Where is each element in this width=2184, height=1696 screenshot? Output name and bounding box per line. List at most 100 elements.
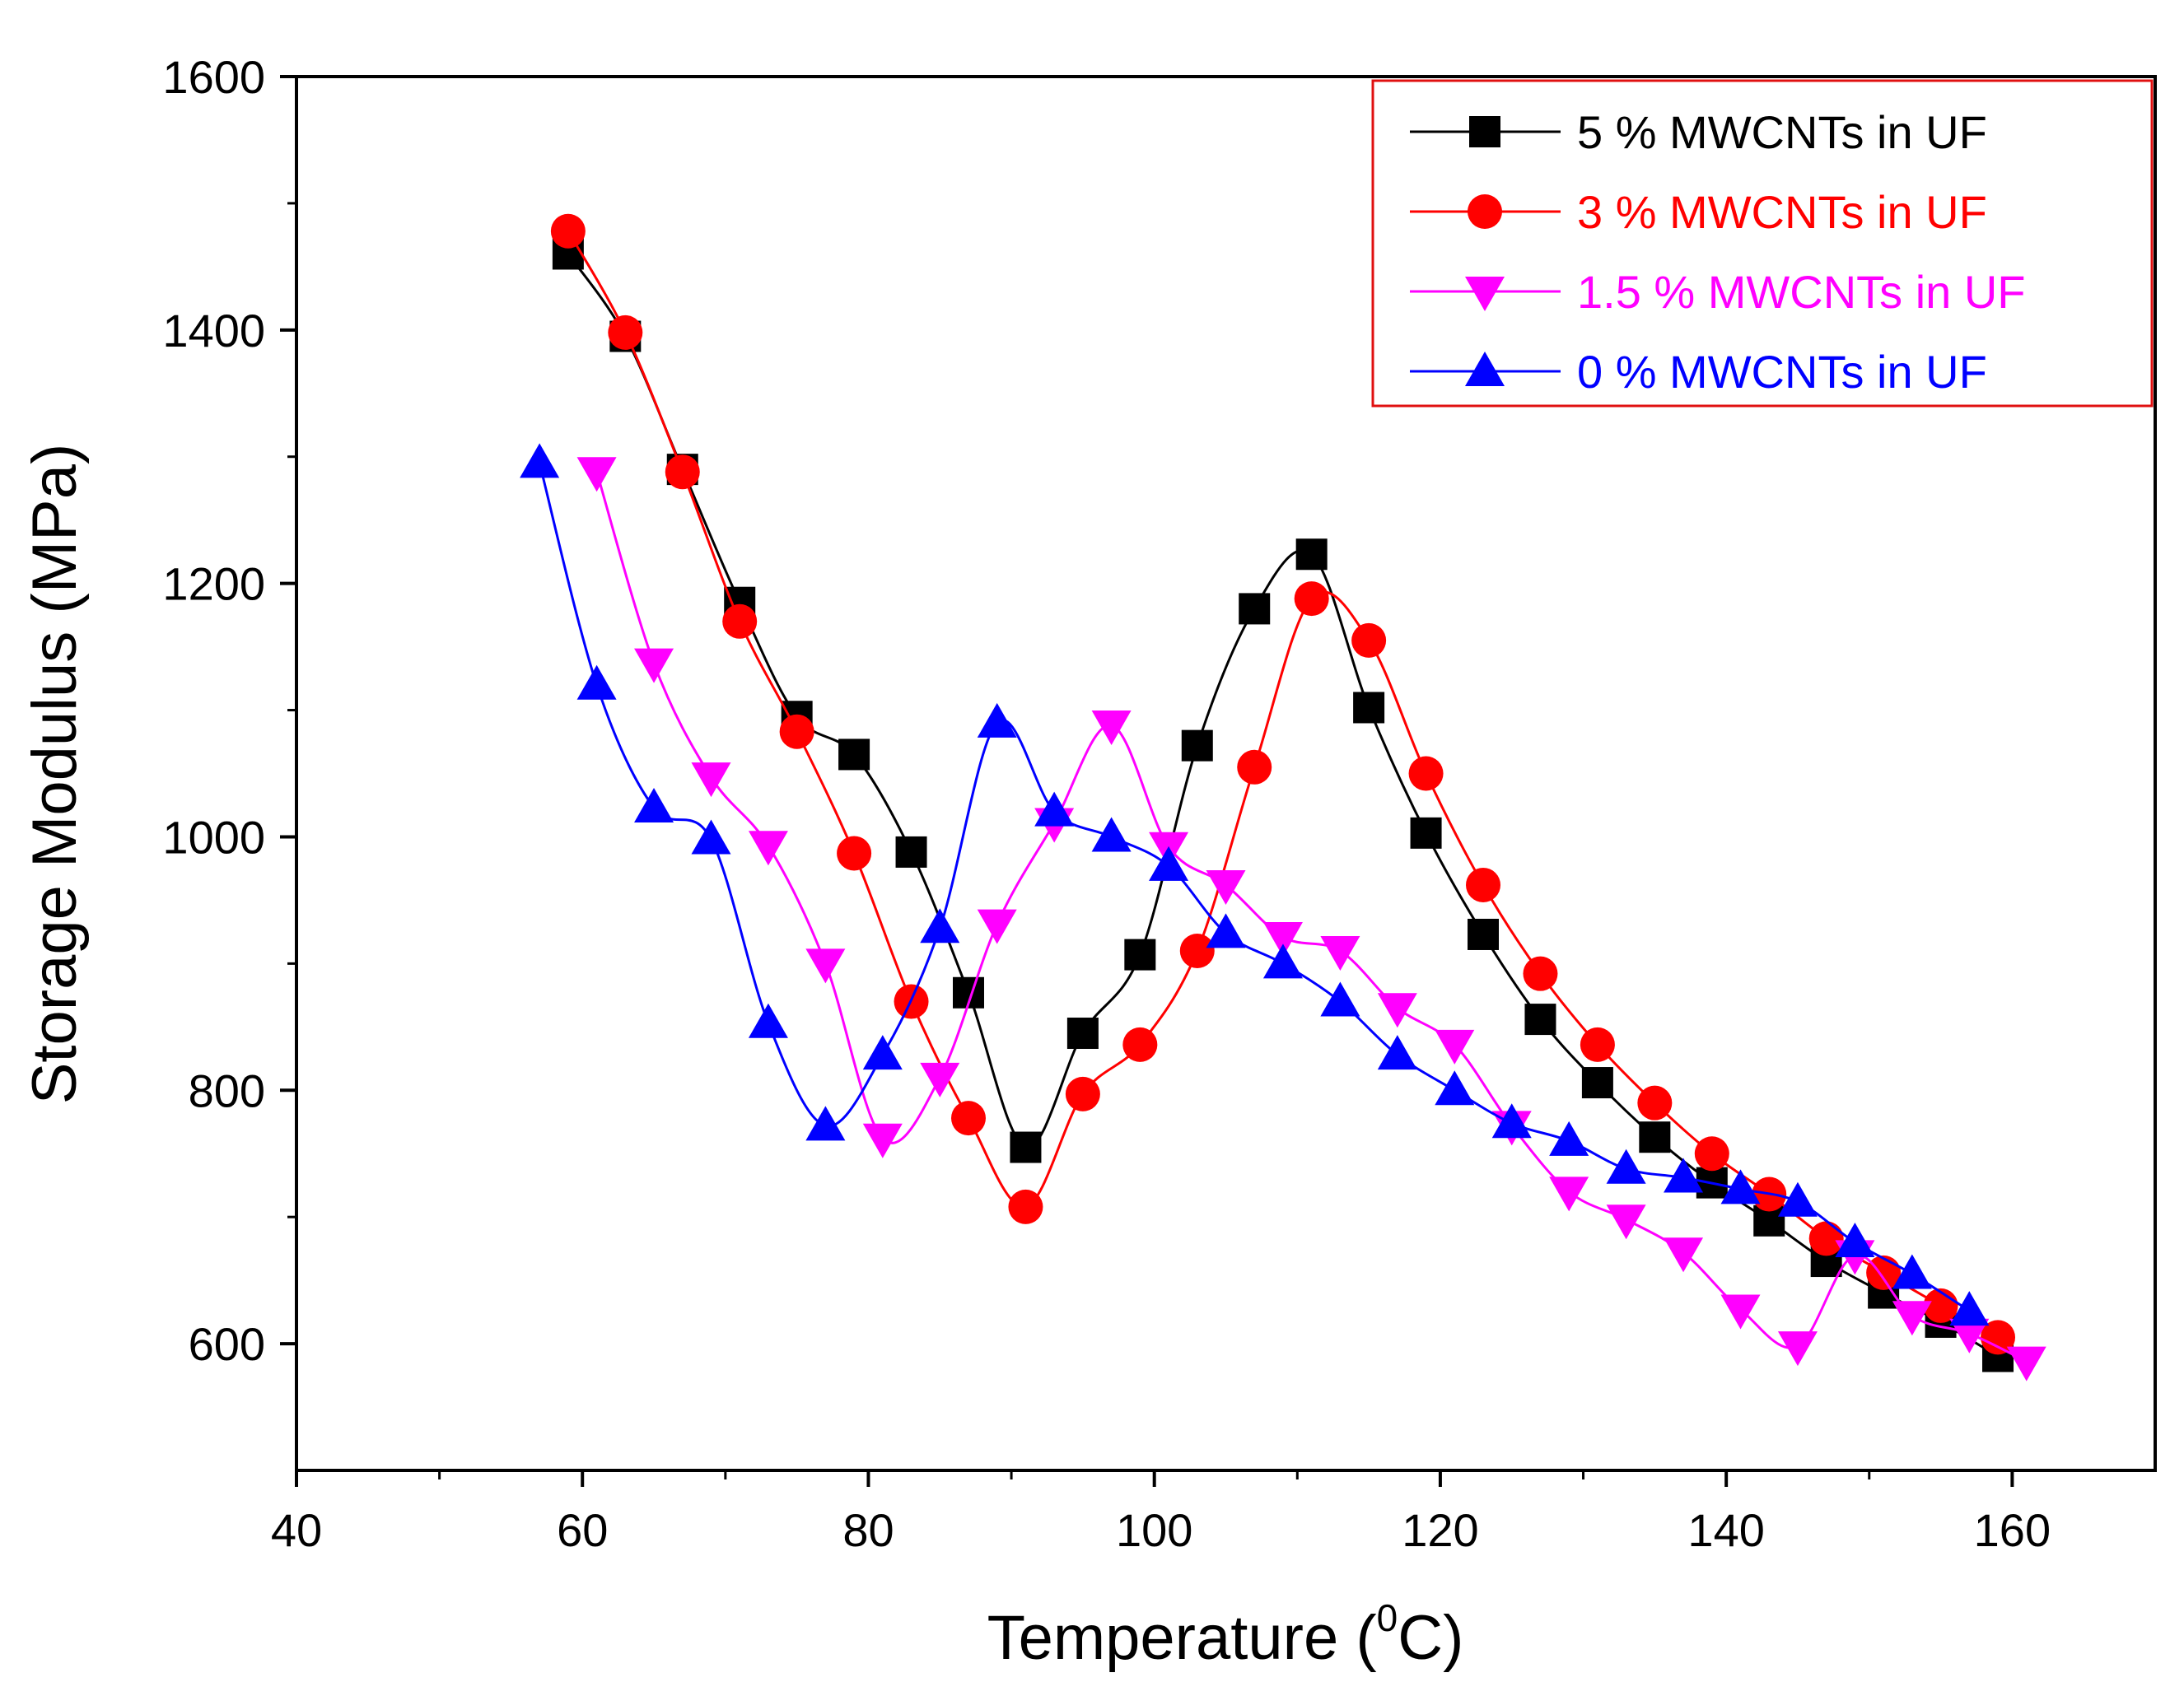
data-point-0pct bbox=[1549, 1121, 1589, 1156]
legend-box bbox=[1371, 79, 2154, 408]
legend-label-3pct: 3 % MWCNTs in UF bbox=[1577, 186, 1987, 238]
x-axis-title: Temperature (0C) bbox=[987, 1596, 1464, 1673]
data-point-0pct bbox=[920, 908, 960, 944]
data-point-0pct bbox=[691, 819, 731, 855]
data-point-3pct bbox=[1637, 1085, 1673, 1121]
x-axis-title-main: Temperature ( bbox=[987, 1603, 1377, 1673]
data-point-0pct bbox=[576, 664, 617, 700]
legend-marker-1-5pct bbox=[1465, 277, 1505, 311]
data-point-0pct bbox=[1034, 791, 1075, 827]
y-tick-label: 1000 bbox=[162, 811, 265, 863]
data-point-5pct bbox=[1524, 1004, 1556, 1036]
data-point-0pct bbox=[1892, 1254, 1932, 1289]
data-point-0pct bbox=[1149, 846, 1189, 881]
x-tick-label: 80 bbox=[842, 1504, 894, 1556]
data-point-0pct bbox=[1262, 944, 1303, 979]
data-point-5pct bbox=[1239, 593, 1271, 625]
data-point-1-5pct bbox=[576, 457, 617, 492]
x-axis-title-superscript: 0 bbox=[1377, 1596, 1398, 1639]
x-tick-label: 160 bbox=[1974, 1504, 2051, 1556]
data-point-3pct bbox=[665, 454, 700, 490]
data-point-5pct bbox=[895, 836, 927, 868]
data-point-0pct bbox=[748, 1003, 788, 1038]
plot-frame bbox=[295, 75, 2157, 1472]
data-point-1-5pct bbox=[1777, 1331, 1818, 1367]
data-point-1-5pct bbox=[634, 648, 674, 683]
data-point-0pct bbox=[1377, 1035, 1417, 1070]
data-point-0pct bbox=[520, 443, 560, 478]
data-point-0pct bbox=[977, 702, 1017, 738]
y-tick-label: 1400 bbox=[162, 305, 265, 356]
y-axis-title: Storage Modulus (MPa) bbox=[20, 444, 90, 1105]
data-point-3pct bbox=[1294, 581, 1329, 617]
data-point-3pct bbox=[1237, 749, 1272, 785]
data-point-1-5pct bbox=[1949, 1318, 1990, 1354]
data-point-0pct bbox=[1491, 1103, 1532, 1139]
data-point-3pct bbox=[1808, 1221, 1844, 1256]
data-point-5pct bbox=[1066, 1018, 1099, 1050]
data-point-5pct bbox=[1295, 538, 1328, 571]
series-0pct bbox=[520, 443, 1990, 1326]
data-point-1-5pct bbox=[1720, 1294, 1761, 1330]
axis-ticks: 40 60 80 100 120 140 160 600 800 1000 1200 1400 1600 bbox=[162, 51, 2051, 1556]
data-point-3pct bbox=[1008, 1189, 1043, 1224]
y-tick-label: 600 bbox=[189, 1318, 265, 1370]
data-point-3pct bbox=[779, 714, 814, 749]
data-point-3pct bbox=[1065, 1076, 1100, 1111]
data-point-3pct bbox=[608, 315, 643, 350]
data-point-0pct bbox=[1949, 1291, 1990, 1326]
data-point-3pct bbox=[1466, 867, 1501, 902]
x-axis-title-suffix: C) bbox=[1398, 1603, 1463, 1673]
data-point-1-5pct bbox=[1664, 1237, 1704, 1273]
legend-label-1-5pct: 1.5 % MWCNTs in UF bbox=[1577, 266, 2026, 318]
data-point-3pct bbox=[1408, 756, 1444, 791]
data-point-5pct bbox=[1181, 729, 1213, 762]
data-point-0pct bbox=[1720, 1169, 1761, 1204]
y-tick-label: 1200 bbox=[162, 558, 265, 610]
data-point-5pct bbox=[838, 739, 870, 771]
legend-marker-0pct bbox=[1465, 352, 1505, 386]
data-point-5pct bbox=[1353, 692, 1385, 724]
x-tick-label: 120 bbox=[1402, 1504, 1478, 1556]
data-point-1-5pct bbox=[1377, 993, 1417, 1028]
data-point-0pct bbox=[805, 1106, 846, 1141]
data-point-1-5pct bbox=[862, 1123, 903, 1158]
data-point-0pct bbox=[1206, 913, 1246, 948]
data-point-5pct bbox=[1639, 1121, 1671, 1153]
legend: 5 % MWCNTs in UF 3 % MWCNTs in UF 1.5 % MW… bbox=[1371, 79, 2154, 408]
data-point-5pct bbox=[1010, 1131, 1042, 1163]
data-point-5pct bbox=[1124, 939, 1156, 971]
data-point-5pct bbox=[1581, 1067, 1613, 1099]
data-point-1-5pct bbox=[977, 909, 1017, 944]
data-point-1-5pct bbox=[1435, 1029, 1475, 1065]
data-point-0pct bbox=[1320, 981, 1360, 1017]
data-point-1-5pct bbox=[1262, 922, 1303, 957]
data-point-3pct bbox=[1694, 1136, 1729, 1172]
data-point-3pct bbox=[950, 1101, 986, 1136]
series-3pct bbox=[550, 213, 2016, 1355]
data-point-1-5pct bbox=[691, 762, 731, 798]
data-point-0pct bbox=[1664, 1158, 1704, 1193]
data-point-5pct bbox=[1468, 918, 1500, 950]
data-point-1-5pct bbox=[1091, 711, 1132, 746]
data-point-0pct bbox=[1091, 817, 1132, 852]
data-point-3pct bbox=[1523, 956, 1558, 991]
data-point-3pct bbox=[550, 213, 586, 249]
data-point-0pct bbox=[1435, 1070, 1475, 1106]
data-point-3pct bbox=[722, 603, 758, 639]
data-point-1-5pct bbox=[920, 1062, 960, 1097]
data-point-3pct bbox=[1351, 622, 1387, 658]
data-point-3pct bbox=[1122, 1027, 1158, 1062]
data-point-0pct bbox=[1777, 1181, 1818, 1217]
y-tick-label: 1600 bbox=[162, 51, 265, 103]
x-tick-label: 40 bbox=[271, 1504, 322, 1556]
data-point-5pct bbox=[1410, 817, 1442, 849]
x-tick-label: 100 bbox=[1116, 1504, 1192, 1556]
data-point-3pct bbox=[1179, 933, 1215, 968]
x-tick-label: 60 bbox=[557, 1504, 608, 1556]
data-point-1-5pct bbox=[1549, 1176, 1589, 1212]
data-point-1-5pct bbox=[1206, 869, 1246, 905]
data-point-3pct bbox=[1981, 1320, 2016, 1355]
data-point-3pct bbox=[1580, 1027, 1615, 1062]
